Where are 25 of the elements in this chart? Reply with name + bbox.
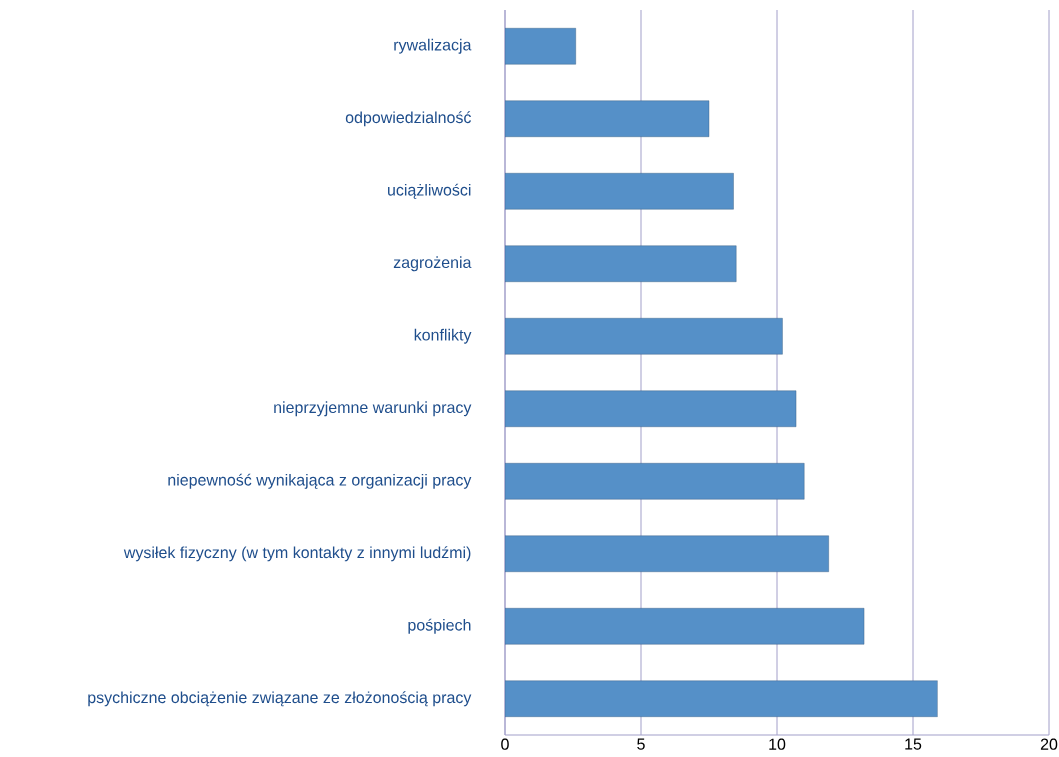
bar — [505, 28, 576, 65]
y-tick-label: zagrożenia — [393, 256, 472, 272]
y-tick-label: rywalizacja — [394, 38, 472, 54]
y-tick-label: uciążliwości — [388, 183, 471, 199]
bar — [505, 100, 710, 137]
x-tick-label: 10 — [769, 738, 786, 750]
y-tick-label: niepewność wynikająca z organizacji pracy — [168, 473, 472, 489]
x-tick-label: 5 — [637, 738, 645, 750]
bar — [505, 680, 938, 717]
x-tick-label: 15 — [905, 738, 922, 750]
y-tick-label: pośpiech — [408, 618, 471, 634]
bar — [505, 390, 797, 427]
bar — [505, 535, 829, 572]
y-tick-label: odpowiedzialność — [345, 111, 472, 127]
y-tick-label: nieprzyjemne warunki pracy — [274, 401, 472, 417]
bar — [505, 608, 865, 645]
bar — [505, 245, 737, 282]
bar — [505, 173, 734, 210]
x-tick-label: 0 — [501, 738, 509, 750]
y-tick-label: psychiczne obciążenie związane ze złożonością pracy — [88, 691, 472, 707]
bar — [505, 463, 805, 500]
y-tick-label: konflikty — [414, 328, 472, 344]
bar — [505, 318, 783, 355]
x-tick-label: 20 — [1040, 738, 1058, 750]
y-tick-label: wysiłek fizyczny (w tym kontakty z innymi ludźmi) — [123, 546, 471, 562]
